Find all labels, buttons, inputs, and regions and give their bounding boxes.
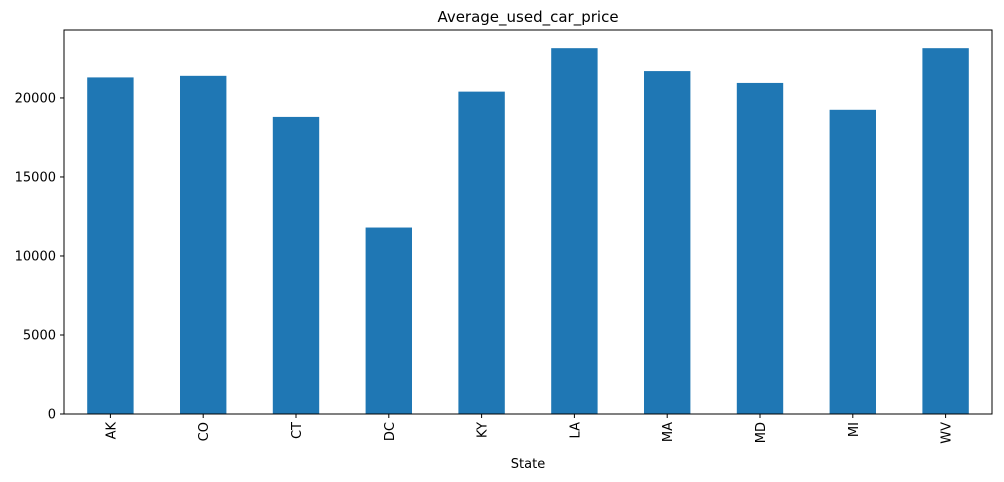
bar-la <box>551 48 598 414</box>
x-tick-label: AK <box>104 422 119 440</box>
x-axis-label: State <box>511 457 545 472</box>
x-tick-label: MI <box>847 422 862 437</box>
x-axis: AK CO CT DC KY LA MA MD MI WV <box>104 414 955 444</box>
y-axis: 0 5000 10000 15000 20000 <box>15 91 64 423</box>
y-tick-label: 5000 <box>23 328 56 343</box>
x-tick-label: CO <box>197 422 212 441</box>
bar-co <box>180 75 227 415</box>
x-tick-label: MA <box>661 422 676 442</box>
x-tick-label: MD <box>754 422 769 443</box>
bar-ct <box>272 116 320 415</box>
bar-dc <box>365 227 412 414</box>
y-tick-label: 15000 <box>15 170 56 185</box>
y-tick-label: 10000 <box>15 249 56 264</box>
bar-ak <box>87 77 134 414</box>
bar-mi <box>829 109 876 415</box>
x-tick-label: LA <box>568 422 583 439</box>
bar-ky <box>458 91 505 414</box>
bar-wv <box>922 48 969 414</box>
x-tick-label: WV <box>940 422 955 444</box>
bar-ma <box>644 71 691 414</box>
y-tick-label: 20000 <box>15 91 56 106</box>
x-tick-label: DC <box>383 422 398 441</box>
bar-md <box>736 82 784 415</box>
y-tick-label: 0 <box>48 408 56 423</box>
plot-frame <box>63 29 993 415</box>
x-tick-label: CT <box>290 422 305 439</box>
x-tick-label: KY <box>476 422 491 438</box>
chart-title: Average_used_car_price <box>437 8 618 27</box>
bars-group <box>87 48 969 415</box>
